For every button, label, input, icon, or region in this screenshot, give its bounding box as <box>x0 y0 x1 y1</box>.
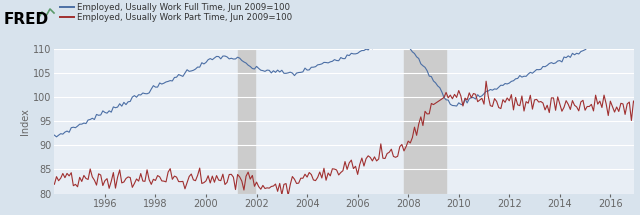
Bar <box>404 49 446 194</box>
Text: Employed, Usually Work Full Time, Jun 2009=100: Employed, Usually Work Full Time, Jun 20… <box>77 3 290 11</box>
Y-axis label: Index: Index <box>20 108 30 135</box>
Text: Employed, Usually Work Part Time, Jun 2009=100: Employed, Usually Work Part Time, Jun 20… <box>77 12 292 22</box>
Text: FRED: FRED <box>4 12 49 27</box>
Bar <box>237 49 255 194</box>
